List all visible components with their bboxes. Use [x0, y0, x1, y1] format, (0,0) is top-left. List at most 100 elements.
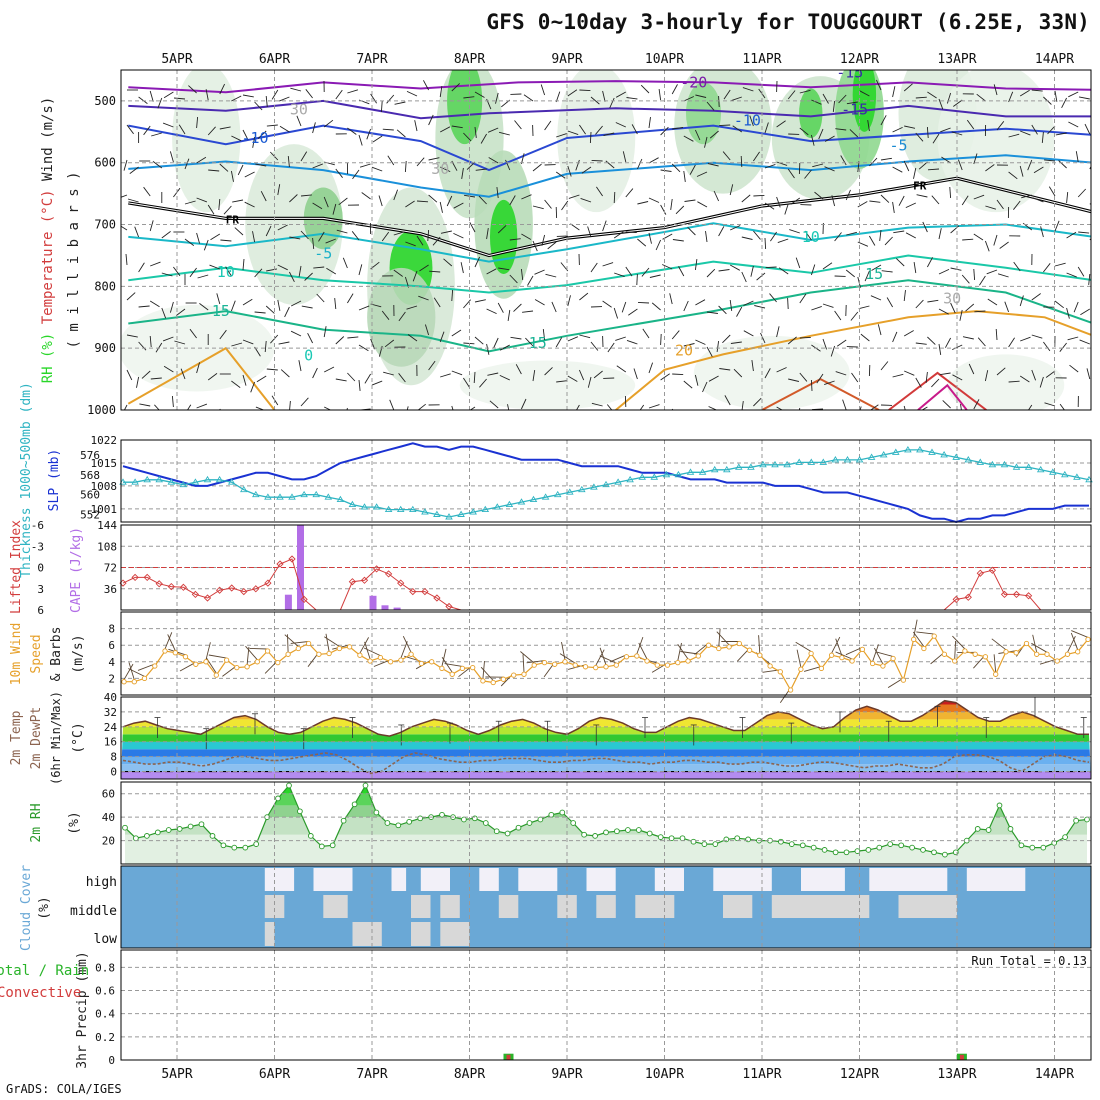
wind-barb: [252, 136, 256, 148]
wind-barb: [938, 98, 944, 110]
wind-point: [777, 669, 783, 675]
wind-barb: [150, 261, 161, 267]
contour-label: 20: [675, 342, 693, 360]
wind-barb: [732, 125, 743, 133]
wind-barb: [756, 272, 766, 281]
wind-barb: [416, 200, 429, 203]
li-point: [167, 582, 175, 591]
li-point: [300, 595, 308, 604]
rh-shading: [685, 82, 722, 145]
wind-barb: [143, 125, 151, 136]
wind-barb: [126, 334, 138, 338]
wind-barb: [787, 90, 796, 100]
wind-point: [223, 657, 230, 663]
wind-barb: [1013, 261, 1021, 272]
wind-barb: [559, 653, 576, 664]
wind-barb: [706, 346, 713, 357]
wind-barb: [812, 163, 824, 168]
wind-barb: [161, 231, 171, 239]
temp-band: [121, 690, 1091, 698]
wind-barb: [886, 297, 893, 308]
wind-barb: [347, 372, 356, 382]
wind-point: [244, 664, 250, 670]
rh-point: [723, 836, 730, 843]
wind-point: [859, 646, 866, 653]
wind-point: [1085, 636, 1091, 643]
wind-barb: [296, 115, 302, 127]
wind-barb: [671, 163, 681, 173]
wind-barb: [256, 375, 267, 383]
wind-barb: [509, 195, 516, 206]
thickness-point: [626, 475, 634, 483]
wind-barb: [389, 399, 395, 410]
slp-tick-label: 1001: [91, 503, 118, 516]
wind-barb: [961, 274, 970, 284]
wind-barb: [870, 295, 882, 301]
wind-barb: [556, 380, 568, 383]
precip-tick-label: 0.4: [95, 1008, 115, 1021]
thickness-point: [723, 465, 731, 473]
rh-tick-label: 60: [102, 788, 115, 801]
wind-barb: [532, 370, 536, 382]
rh-shading: [121, 304, 275, 392]
wind-barb: [658, 89, 662, 101]
wind-barb: [590, 341, 599, 351]
isotherm: [127, 346, 276, 410]
thickness-point: [396, 505, 405, 513]
wind-barb: [284, 306, 290, 318]
precip-ylabel: 3hr Precip (mm): [75, 951, 90, 1068]
wind-barb: [509, 238, 521, 241]
wind-barb: [474, 299, 486, 303]
thickness-point: [892, 448, 900, 455]
rh-point: [329, 842, 336, 849]
rh-point: [373, 809, 380, 816]
wind-barb: [335, 168, 343, 178]
wind-barb: [230, 300, 236, 312]
wind-point: [798, 666, 804, 672]
wind-barb: [1031, 293, 1041, 301]
wind-barb: [789, 229, 800, 234]
wind-barb: [364, 641, 371, 660]
rh-point: [996, 802, 1003, 809]
wind-barb: [730, 225, 741, 231]
wind-barb: [884, 236, 893, 246]
wind-barb: [1070, 632, 1079, 650]
wind-barb: [932, 133, 940, 144]
temp-band: [121, 741, 1091, 750]
wind-barb: [347, 336, 359, 339]
wind-point: [162, 648, 168, 654]
cloud-level-label: high: [86, 875, 117, 890]
thickness-point: [976, 458, 985, 465]
thickness-point: [952, 453, 960, 460]
wind-barb: [708, 375, 719, 382]
wind-barb: [196, 116, 199, 129]
wind-barb: [440, 412, 449, 419]
wind-barb: [474, 91, 485, 98]
wind-barb: [432, 236, 441, 246]
wind-barb: [660, 373, 670, 381]
wind-barb: [961, 195, 969, 206]
wind-barb: [787, 336, 797, 345]
thickness-point: [1073, 473, 1081, 480]
wind-barb: [869, 235, 876, 246]
wind-barb: [880, 115, 887, 126]
wind-barb: [1047, 125, 1056, 135]
wind-point: [418, 660, 425, 667]
wind-barb: [1033, 197, 1044, 203]
wind-point: [603, 664, 609, 670]
wind-barb: [716, 340, 720, 352]
wind-barb: [648, 197, 660, 203]
wind-barb: [290, 300, 302, 307]
wind-barb: [336, 414, 341, 424]
precip-tick-label: 0.2: [95, 1031, 115, 1044]
wind-barb: [1066, 192, 1069, 204]
bottom-date-label: 8APR: [454, 1067, 485, 1082]
wind-barb: [741, 401, 744, 410]
wind-barb: [188, 85, 197, 94]
wind-barb: [234, 227, 244, 236]
wind-barb: [591, 159, 603, 162]
wind-barb: [277, 264, 288, 271]
wind-barb: [602, 300, 612, 308]
wind-barb: [860, 333, 870, 342]
precip-tick-label: 0.8: [95, 961, 115, 974]
